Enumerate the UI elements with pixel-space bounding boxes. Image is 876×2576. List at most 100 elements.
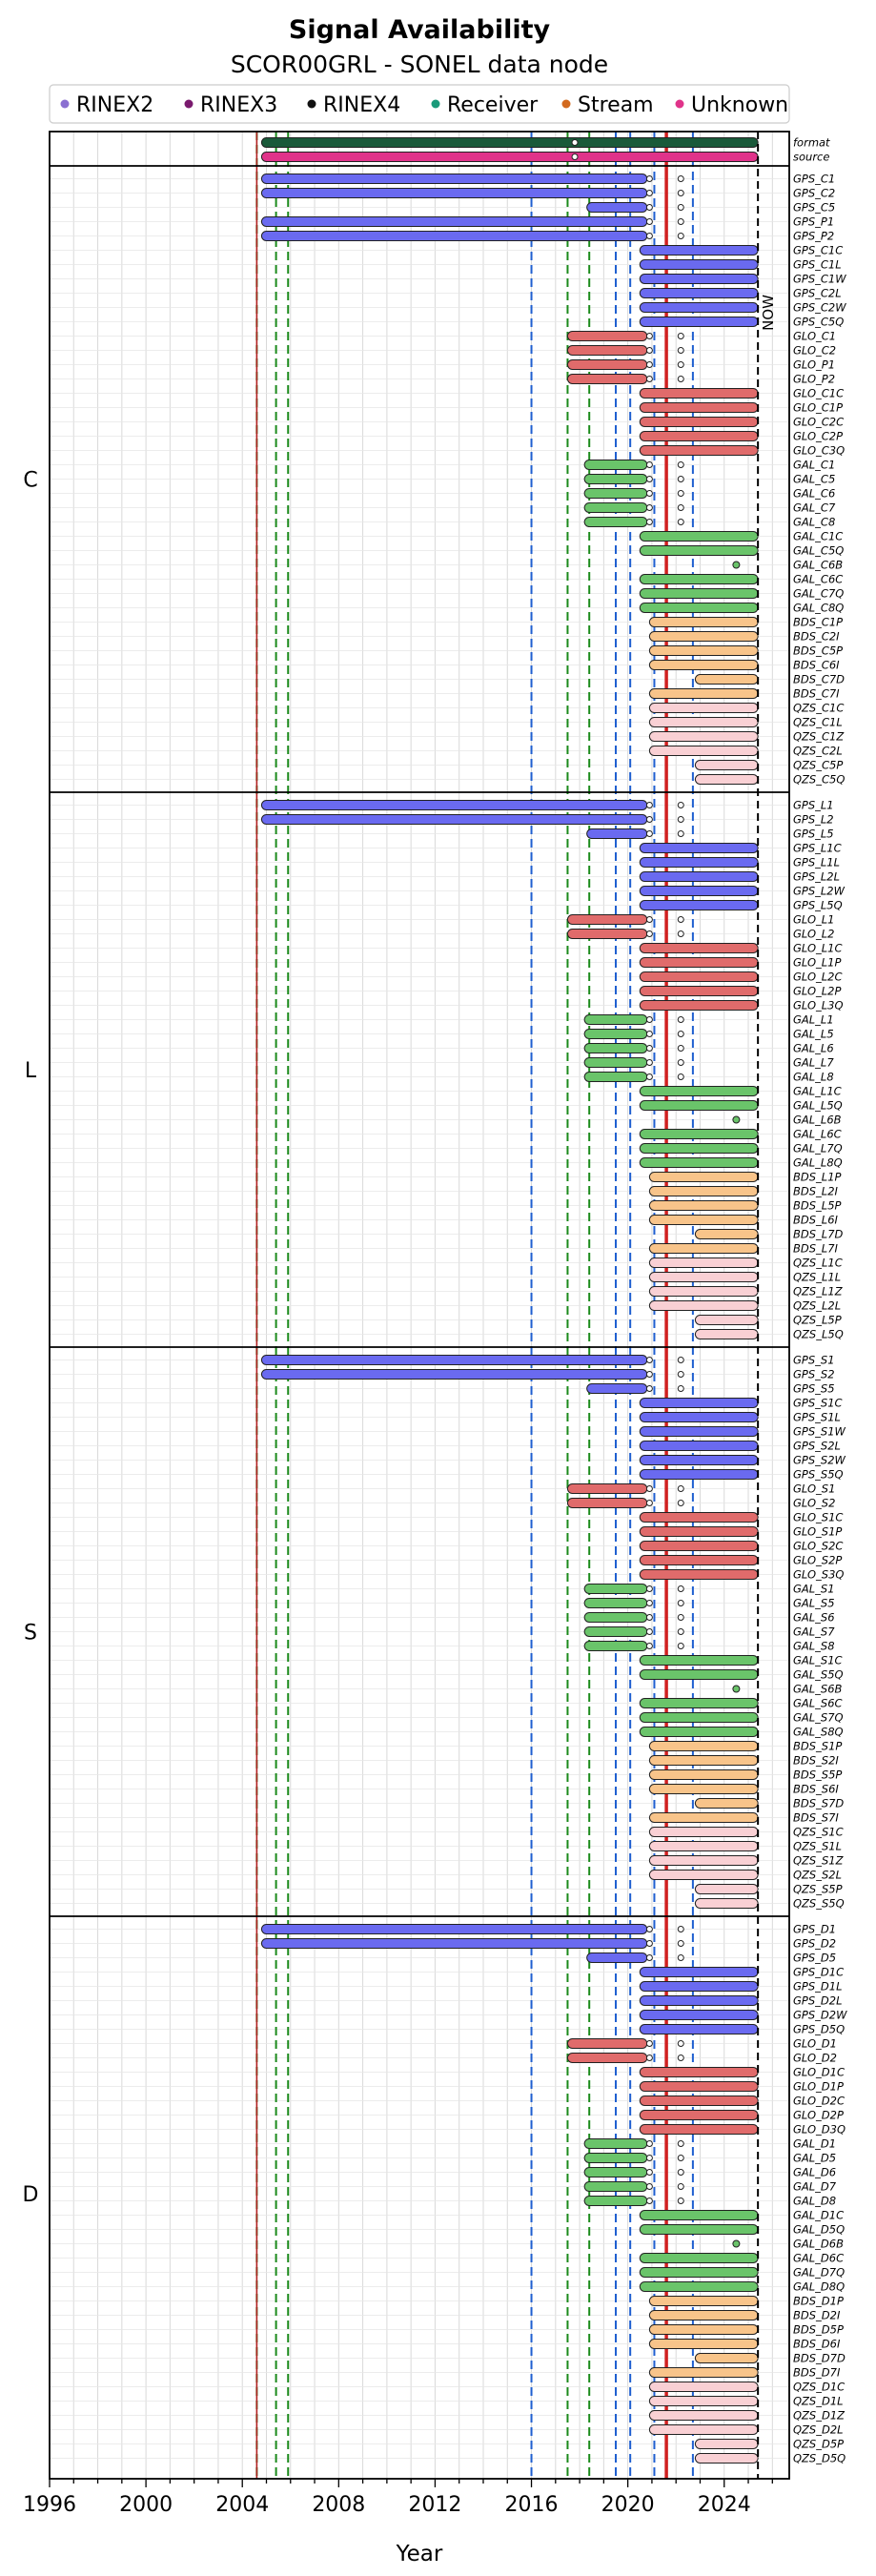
legend-label: Receiver [447, 93, 539, 117]
signal-bar [639, 1157, 759, 1168]
signal-label: BDS_L5P [793, 1199, 842, 1213]
signal-point [645, 461, 653, 468]
signal-label: GAL_L7Q [793, 1142, 843, 1155]
signal-point [677, 1357, 684, 1363]
signal-point [677, 1073, 684, 1080]
signal-point [645, 1600, 653, 1606]
signal-label: GAL_S6 [793, 1611, 835, 1625]
signal-bar [639, 259, 759, 270]
signal-label: GAL_L5Q [793, 1099, 843, 1113]
signal-bar [583, 2167, 648, 2177]
signal-bar [694, 1229, 759, 1239]
legend-label: RINEX4 [323, 93, 400, 117]
signal-point [677, 190, 684, 196]
signal-bar [639, 943, 759, 953]
signal-point [677, 1954, 684, 1961]
signal-bar [566, 2038, 648, 2049]
signal-label: GLO_L1 [793, 913, 835, 927]
signal-label: GPS_S5Q [793, 1468, 844, 1482]
signal-point [645, 175, 653, 182]
signal-bar [639, 445, 759, 456]
x-tick-label: 2000 [119, 2493, 173, 2517]
signal-point [645, 476, 653, 482]
signal-point [571, 139, 579, 146]
signal-label: GAL_S1C [793, 1654, 843, 1667]
signal-label: GLO_S3Q [793, 1568, 844, 1582]
signal-bar [566, 929, 648, 939]
signal-point [645, 1954, 653, 1961]
x-tick-label: 2012 [408, 2493, 461, 2517]
signal-label: GPS_L5Q [793, 899, 843, 912]
signal-label: BDS_C2I [793, 630, 840, 644]
signal-bar [648, 746, 759, 756]
signal-label: GPS_S5 [793, 1382, 835, 1396]
signal-bar [639, 843, 759, 853]
signal-label: BDS_C5P [793, 644, 843, 658]
signal-label: BDS_S7I [793, 1811, 839, 1825]
signal-label: BDS_C1P [793, 616, 843, 629]
signal-point [677, 1614, 684, 1621]
signal-label: GLO_L1C [793, 942, 843, 955]
signal-bar [260, 800, 648, 810]
signal-bar [639, 274, 759, 284]
signal-bar [583, 2138, 648, 2149]
signal-label: GAL_D8Q [793, 2280, 845, 2294]
signal-label: BDS_S1P [793, 1740, 842, 1753]
signal-bar [583, 1612, 648, 1623]
signal-label: GLO_C3Q [793, 444, 845, 458]
signal-bar [639, 245, 759, 256]
signal-point [645, 1926, 653, 1932]
signal-bar [639, 2010, 759, 2020]
signal-point [645, 1643, 653, 1649]
signal-label: GLO_C2P [793, 430, 843, 443]
signal-bar [639, 1000, 759, 1011]
signal-point [677, 1016, 684, 1023]
signal-bar [639, 1100, 759, 1111]
signal-bar [260, 1938, 648, 1949]
signal-label: GLO_L3Q [793, 999, 844, 1012]
signal-label: GPS_S2L [793, 1440, 841, 1453]
group-label: L [25, 1059, 37, 1083]
signal-bar [260, 814, 648, 825]
signal-label: GPS_C5 [793, 201, 835, 215]
signal-label: GLO_S2C [793, 1540, 843, 1553]
signal-label: QZS_C1Z [793, 730, 845, 744]
signal-point [677, 461, 684, 468]
signal-bar [648, 2410, 759, 2421]
signal-label: BDS_C6I [793, 659, 840, 672]
signal-label: BDS_L6I [793, 1214, 839, 1227]
signal-bar [566, 345, 648, 356]
signal-bar [694, 760, 759, 770]
signal-point [645, 519, 653, 525]
signal-point [677, 1371, 684, 1378]
signal-point [677, 916, 684, 923]
signal-bar [639, 1526, 759, 1537]
signal-label: GLO_D1 [793, 2037, 837, 2051]
signal-label: GAL_S6B [793, 1683, 843, 1696]
signal-bar [639, 1469, 759, 1480]
signal-label: GPS_C5Q [793, 316, 844, 329]
signal-bar [639, 1712, 759, 1723]
signal-bar [639, 2124, 759, 2135]
signal-label: GAL_S7Q [793, 1711, 844, 1725]
signal-point [677, 233, 684, 239]
signal-label: GPS_C2 [793, 187, 835, 200]
signal-label: GPS_L2L [793, 870, 840, 884]
signal-bar [639, 417, 759, 427]
signal-label: GAL_D6B [793, 2238, 844, 2251]
signal-point [645, 1940, 653, 1947]
signal-bar [566, 1483, 648, 1494]
signal-bar [639, 302, 759, 313]
signal-label: GLO_D3Q [793, 2123, 845, 2136]
signal-label: QZS_C5P [793, 759, 843, 772]
signal-label: QZS_L1Z [793, 1285, 844, 1298]
signal-point [645, 1385, 653, 1392]
signal-label: QZS_S1Z [793, 1854, 845, 1868]
signal-label: BDS_L7D [793, 1228, 844, 1241]
signal-label: QZS_L5P [793, 1314, 842, 1327]
signal-bar [639, 971, 759, 982]
signal-bar [260, 231, 648, 241]
signal-point [677, 218, 684, 225]
signal-label: GAL_L5 [793, 1028, 834, 1041]
signal-label: GLO_S1P [793, 1525, 842, 1539]
